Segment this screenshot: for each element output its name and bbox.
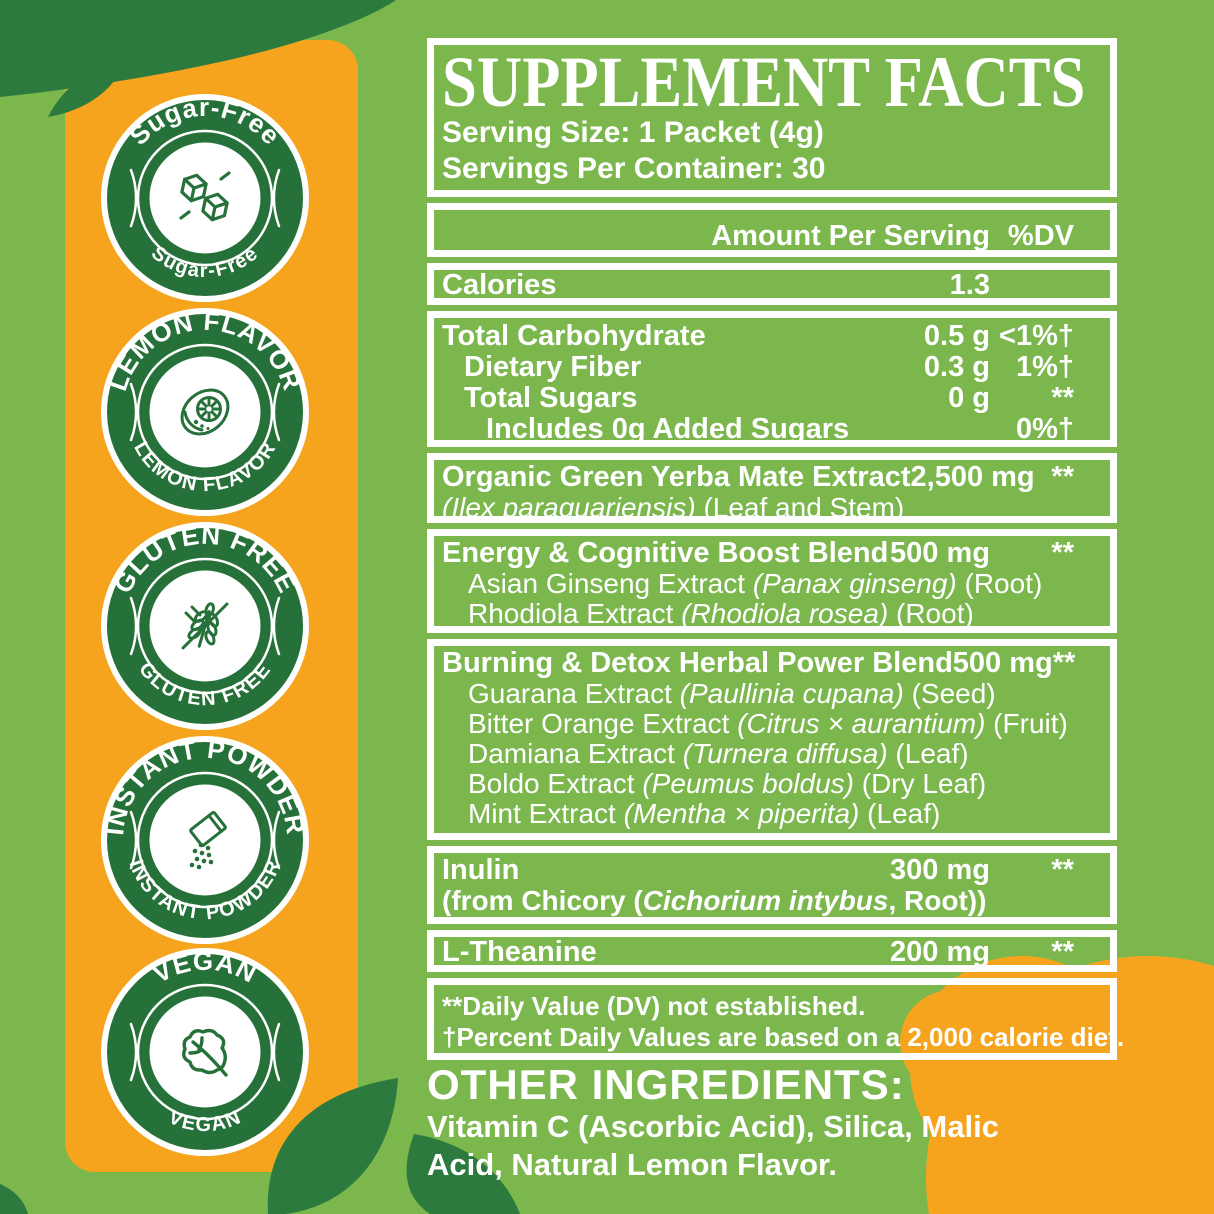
section-l-theanine: L-Theanine 200 mg ** bbox=[427, 930, 1117, 972]
badge-lemon-flavor: LEMON FLAVOR LEMON FLAVOR bbox=[99, 306, 311, 518]
table-row: (from Chicory (Cichorium intybus, Root)) bbox=[442, 885, 987, 916]
table-row: Damiana Extract (Turnera diffusa) (Leaf) bbox=[468, 738, 969, 769]
other-ingredients-heading: OTHER INGREDIENTS: bbox=[427, 1061, 905, 1108]
bottom-corner-leaf bbox=[0, 1184, 28, 1214]
table-row: Organic Green Yerba Mate Extract 2,500 mg… bbox=[442, 461, 1074, 493]
table-row: †Percent Daily Values are based on a 2,0… bbox=[442, 1022, 1125, 1052]
table-row: Guarana Extract (Paullinia cupana) (Seed… bbox=[468, 678, 996, 709]
servings-per-container: Servings Per Container: 30 bbox=[442, 152, 826, 185]
panel-title: SUPPLEMENT FACTS bbox=[442, 42, 1086, 122]
sugar-cubes-icon bbox=[179, 171, 231, 222]
table-row: Mint Extract (Mentha × piperita) (Leaf) bbox=[468, 798, 941, 829]
leaf-decorations bbox=[0, 0, 520, 1214]
table-row: Inulin 300 mg ** bbox=[442, 854, 1074, 886]
table-row: **Daily Value (DV) not established. bbox=[442, 991, 866, 1021]
section-burning-blend: Burning & Detox Herbal Power Blend 500 mg… bbox=[427, 639, 1117, 840]
powder-packet-icon bbox=[189, 810, 227, 870]
orange-blob bbox=[900, 956, 1214, 1214]
table-row: Asian Ginseng Extract (Panax ginseng) (R… bbox=[468, 568, 1043, 599]
section-calories: Calories 1.3 bbox=[427, 263, 1117, 305]
badge-sugar-free: Sugar-Free Sugar-Free bbox=[99, 92, 311, 304]
section-inulin: Inulin 300 mg ** (from Chicory (Cichorium i… bbox=[427, 846, 1117, 924]
column-dv-header: %DV bbox=[1007, 220, 1074, 252]
section-energy-blend: Energy & Cognitive Boost Blend 500 mg ** As… bbox=[427, 529, 1117, 633]
table-row: L-Theanine 200 mg ** bbox=[442, 936, 1074, 968]
serving-size: Serving Size: 1 Packet (4g) bbox=[442, 116, 824, 149]
section-yerba-mate: Organic Green Yerba Mate Extract 2,500 mg… bbox=[427, 453, 1117, 523]
table-row: Energy & Cognitive Boost Blend 500 mg ** bbox=[442, 537, 1074, 569]
column-headers: Amount Per Serving %DV bbox=[427, 203, 1117, 257]
section-footnotes: **Daily Value (DV) not established. †Perc… bbox=[427, 978, 1125, 1060]
other-ingredients-body: Vitamin C (Ascorbic Acid), Silica, Malic… bbox=[427, 1109, 999, 1182]
wheat-crossed-icon bbox=[181, 602, 229, 650]
table-row: Bitter Orange Extract (Citrus × aurantiu… bbox=[468, 708, 1068, 739]
table-row: Total Sugars 0 g ** bbox=[464, 382, 1074, 414]
bottom-leaf-small bbox=[406, 1134, 520, 1214]
bottom-leaf-large bbox=[267, 1078, 398, 1214]
badge-gluten-free: GLUTEN FREE GLUTEN FREE bbox=[99, 520, 311, 732]
top-left-small-leaf bbox=[48, 56, 128, 117]
leaf-icon bbox=[182, 1028, 228, 1077]
panel-header: SUPPLEMENT FACTS Serving Size: 1 Packet … bbox=[427, 38, 1117, 197]
table-row: Burning & Detox Herbal Power Blend 500 mg… bbox=[442, 647, 1076, 679]
table-row: Includes 0g Added Sugars 0%† bbox=[486, 413, 1074, 445]
table-row: (Ilex paraguariensis) (Leaf and Stem) bbox=[442, 492, 905, 523]
badge-instant-powder: INSTANT POWDER INSTANT POWDER bbox=[99, 734, 311, 946]
lemon-slice-icon bbox=[180, 388, 230, 436]
section-carbohydrates: Total Carbohydrate 0.5 g <1%† Dietary Fiber… bbox=[427, 311, 1117, 447]
table-row: Rhodiola Extract (Rhodiola rosea) (Root) bbox=[468, 598, 974, 629]
column-amount-header: Amount Per Serving bbox=[711, 220, 990, 252]
table-row: Total Carbohydrate 0.5 g <1%† bbox=[442, 320, 1074, 352]
badge-vegan: VEGAN VEGAN bbox=[99, 946, 311, 1158]
table-row: Calories 1.3 bbox=[442, 269, 990, 301]
table-row: Boldo Extract (Peumus boldus) (Dry Leaf) bbox=[468, 768, 987, 799]
other-ingredients: OTHER INGREDIENTS: Vitamin C (Ascorbic A… bbox=[427, 1062, 1067, 1184]
table-row: Dietary Fiber 0.3 g 1%† bbox=[464, 351, 1074, 383]
